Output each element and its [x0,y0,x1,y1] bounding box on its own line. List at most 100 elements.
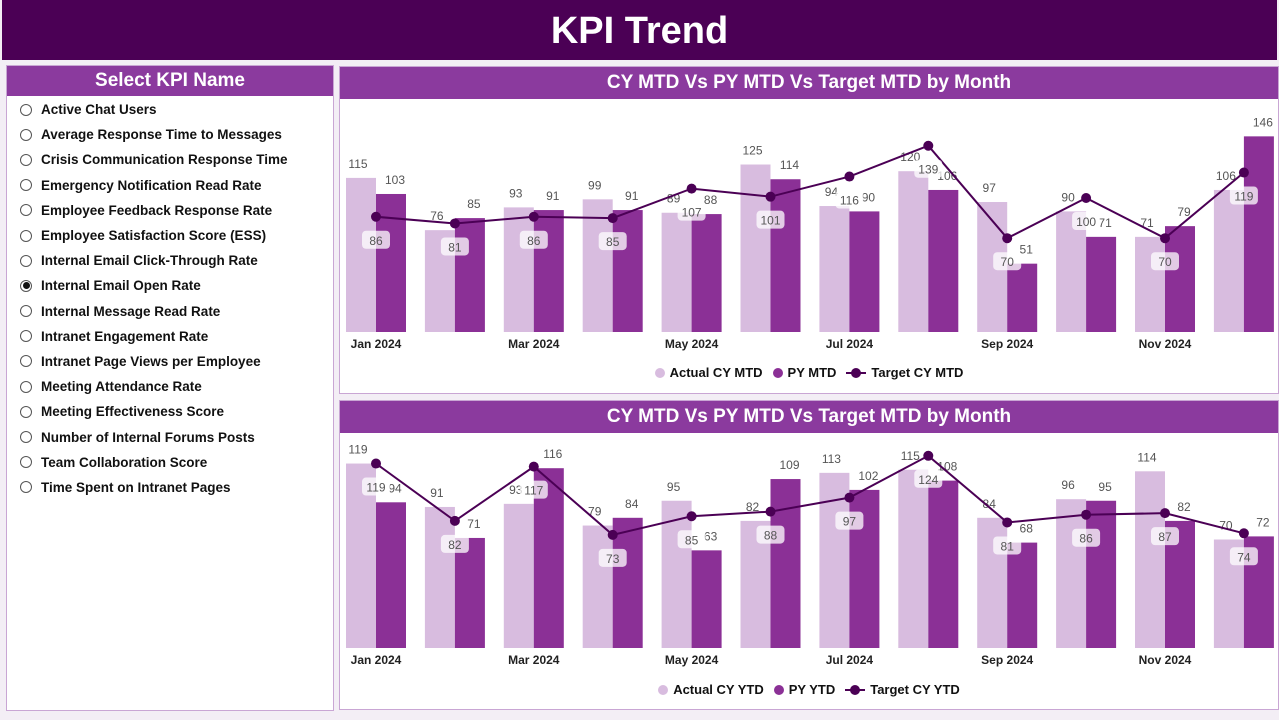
radio-icon[interactable] [20,153,32,166]
actual-bar [582,199,613,332]
target-line [375,144,1245,240]
legend-actual[interactable]: Actual CY YTD [658,682,764,697]
py-data-label: 102 [858,469,878,483]
target-marker [528,211,539,222]
actual-data-label: 93 [509,186,523,200]
py-data-label: 108 [937,460,957,474]
radio-icon[interactable] [20,128,32,141]
kpi-option-label: Intranet Page Views per Employee [41,353,261,369]
target-data-label: 74 [1237,550,1251,564]
py-data-label: 90 [862,190,876,204]
target-label-bg [993,252,1022,271]
py-bar [1243,136,1274,332]
target-label-bg [598,548,627,567]
py-bar [1086,500,1117,648]
actual-bar [503,503,534,648]
legend-actual[interactable]: Actual CY MTD [654,365,763,380]
x-tick-label: May 2024 [665,653,719,667]
radio-icon[interactable] [20,330,32,343]
radio-icon[interactable] [20,204,32,217]
kpi-option[interactable]: Internal Email Open Rate [7,273,333,298]
legend-target[interactable]: Target CY YTD [845,682,960,697]
radio-icon[interactable] [20,229,32,242]
target-marker [844,171,855,182]
x-tick-label: Jul 2024 [826,337,874,351]
kpi-option-label: Employee Satisfaction Score (ESS) [41,228,267,244]
target-data-label: 107 [682,206,702,220]
radio-icon[interactable] [20,254,32,267]
legend-label: PY MTD [787,365,837,380]
actual-data-label: 89 [667,192,681,206]
kpi-option-label: Team Collaboration Score [41,454,208,470]
legend-target[interactable]: Target CY MTD [846,365,963,380]
target-label-bg [1072,212,1101,230]
kpi-option-label: Emergency Notification Read Rate [41,177,262,193]
kpi-option-label: Internal Email Open Rate [41,278,201,294]
kpi-option[interactable]: Meeting Attendance Rate [7,374,333,399]
radio-icon[interactable] [20,179,32,192]
radio-icon[interactable] [20,103,32,116]
target-label-bg [993,536,1022,555]
py-data-label: 106 [937,169,957,183]
py-data-label: 71 [467,517,481,531]
radio-icon[interactable] [20,305,32,318]
target-marker [1160,233,1170,244]
page-title: KPI Trend [2,0,1277,60]
py-data-label: 116 [543,447,562,461]
target-marker [1002,233,1013,244]
kpi-option[interactable]: Team Collaboration Score [7,450,333,475]
py-bar [1007,263,1038,332]
ytd-chart-panel: CY MTD Vs PY MTD Vs Target MTD by Month … [339,400,1279,710]
slicer-title: Select KPI Name [7,66,333,96]
radio-icon[interactable] [20,405,32,418]
target-data-label: 81 [1001,539,1015,553]
target-label-bg [440,534,469,553]
radio-icon[interactable] [20,481,32,494]
legend-line-icon [846,367,867,378]
kpi-option[interactable]: Meeting Effectiveness Score [7,399,333,424]
target-label-bg [835,190,864,209]
target-marker [449,515,460,526]
py-data-label: 85 [467,197,481,211]
kpi-option[interactable]: Average Response Time to Messages [7,122,333,147]
actual-bar [1056,211,1087,332]
radio-icon[interactable] [20,456,32,469]
kpi-option[interactable]: Number of Internal Forums Posts [7,424,333,449]
legend-py[interactable]: PY MTD [772,365,837,380]
mtd-chart-panel: CY MTD Vs PY MTD Vs Target MTD by Month … [339,66,1279,394]
py-data-label: 63 [704,529,718,543]
py-data-label: 109 [779,458,799,472]
kpi-option[interactable]: Intranet Page Views per Employee [7,349,333,374]
kpi-option[interactable]: Time Spent on Intranet Pages [7,475,333,500]
kpi-option[interactable]: Internal Email Click-Through Rate [7,248,333,273]
radio-icon[interactable] [20,355,32,368]
kpi-option[interactable]: Active Chat Users [7,97,333,122]
target-marker [371,211,381,222]
radio-icon[interactable] [20,380,32,393]
actual-bar [898,171,929,332]
target-data-label: 70 [1001,255,1015,269]
x-tick-label: Sep 2024 [981,337,1033,351]
radio-icon[interactable] [20,279,32,292]
target-data-label: 88 [764,529,778,543]
kpi-option[interactable]: Employee Satisfaction Score (ESS) [7,223,333,248]
actual-bar [740,164,771,332]
py-bar [770,479,801,648]
target-label-bg [756,210,785,229]
target-label-bg [519,480,548,499]
target-marker [528,461,539,472]
legend-py[interactable]: PY YTD [773,682,835,697]
actual-data-label: 96 [1061,478,1075,492]
actual-data-label: 106 [1216,169,1236,183]
kpi-option[interactable]: Emergency Notification Read Rate [7,173,333,198]
kpi-option[interactable]: Internal Message Read Rate [7,299,333,324]
kpi-option[interactable]: Employee Feedback Response Rate [7,198,333,223]
target-data-label: 82 [448,538,462,552]
actual-bar [898,469,929,648]
kpi-option[interactable]: Crisis Communication Response Time [7,147,333,172]
radio-icon[interactable] [20,431,32,444]
target-data-label: 139 [918,163,938,177]
actual-data-label: 95 [667,480,681,494]
kpi-option-label: Internal Message Read Rate [41,303,221,319]
kpi-option[interactable]: Intranet Engagement Rate [7,324,333,349]
